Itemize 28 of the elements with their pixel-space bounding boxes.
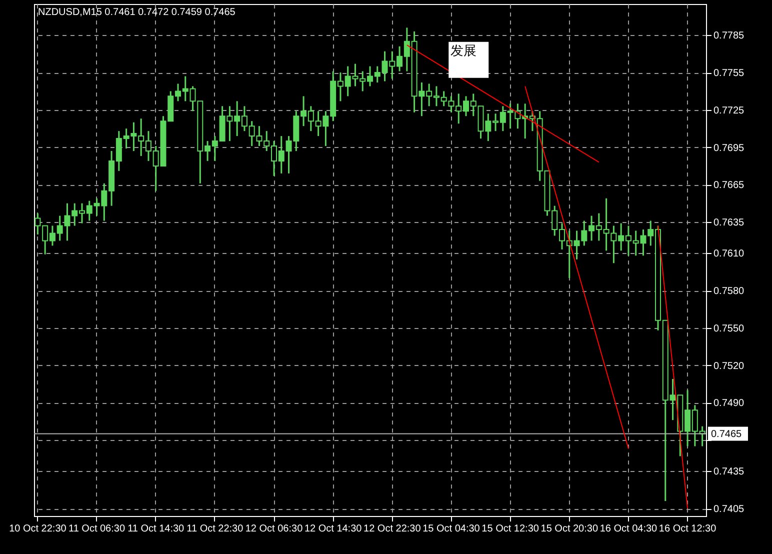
x-tick-label: 11 Oct 22:30	[186, 524, 244, 534]
x-tick-label: 12 Oct 22:30	[364, 524, 422, 534]
y-tick-label: 0.7610	[714, 248, 745, 260]
y-tick-label: 0.7435	[714, 466, 745, 478]
x-tick-label: 15 Oct 12:30	[482, 524, 540, 534]
annotation: 发展	[450, 44, 477, 59]
x-tick-label: 15 Oct 20:30	[540, 524, 598, 534]
y-tick-label: 0.7490	[714, 398, 745, 410]
y-tick-label: 0.7755	[714, 68, 745, 80]
x-tick-label: 12 Oct 14:30	[304, 524, 362, 534]
y-tick-label: 0.7550	[714, 323, 745, 334]
x-tick-label: 10 Oct 22:30	[9, 524, 67, 534]
y-tick-label: 0.7695	[714, 142, 745, 154]
x-tick-label: 11 Oct 06:30	[68, 524, 126, 534]
ref-line-label: 0.7465	[711, 428, 742, 440]
y-tick-label: 0.7520	[714, 360, 745, 372]
y-tick-label: 0.7725	[714, 105, 745, 116]
x-tick-label: 15 Oct 04:30	[422, 524, 480, 534]
x-tick-label: 16 Oct 12:30	[658, 524, 717, 534]
chart-title: NZDUSD,M15 0.7461 0.7472 0.7459 0.7465	[38, 7, 236, 18]
y-tick-label: 0.7580	[714, 286, 745, 298]
y-tick-label: 0.7635	[714, 218, 745, 229]
x-tick-label: 12 Oct 06:30	[245, 524, 304, 534]
y-tick-label: 0.7405	[714, 504, 745, 516]
y-tick-label: 0.7665	[714, 180, 745, 192]
x-tick-label: 11 Oct 14:30	[128, 524, 185, 534]
y-tick-label: 0.7785	[714, 30, 745, 42]
x-tick-label: 16 Oct 04:30	[600, 524, 658, 534]
